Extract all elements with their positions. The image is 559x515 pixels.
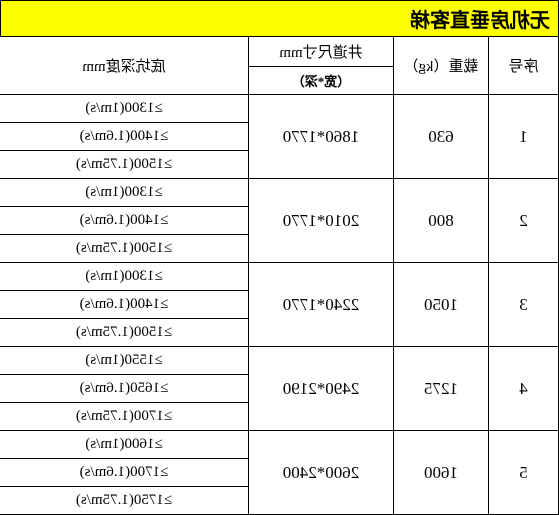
cell-size: 2490*2190 — [249, 347, 394, 431]
table-container: 无机房垂直客梯 序号 载重（kg） 井道尺寸mm 底坑深度mm （宽*深） 16… — [0, 0, 559, 500]
cell-depth: ≥1500(1.75m/s) — [0, 319, 249, 347]
cell-seq: 5 — [489, 431, 559, 515]
header-size-subtitle: （宽*深） — [249, 67, 394, 95]
cell-depth: ≥1300(1m/s) — [0, 179, 249, 207]
cell-size: 1860*1770 — [249, 95, 394, 179]
table-row: 412752490*2190≥1550(1m/s) — [0, 347, 559, 375]
cell-depth: ≥1550(1m/s) — [0, 347, 249, 375]
cell-weight: 630 — [394, 95, 489, 179]
cell-size: 2010*1770 — [249, 179, 394, 263]
cell-depth: ≥1300(1m/s) — [0, 95, 249, 123]
header-size: 井道尺寸mm — [249, 37, 394, 67]
cell-weight: 1600 — [394, 431, 489, 515]
cell-depth: ≥1300(1m/s) — [0, 263, 249, 291]
cell-weight: 800 — [394, 179, 489, 263]
cell-weight: 1050 — [394, 263, 489, 347]
table-row: 16301860*1770≥1300(1m/s) — [0, 95, 559, 123]
cell-size: 2600*2400 — [249, 431, 394, 515]
cell-size: 2240*1770 — [249, 263, 394, 347]
cell-seq: 2 — [489, 179, 559, 263]
cell-seq: 1 — [489, 95, 559, 179]
specs-table: 序号 载重（kg） 井道尺寸mm 底坑深度mm （宽*深） 16301860*1… — [0, 36, 559, 515]
cell-depth: ≥1650(1.6m/s) — [0, 375, 249, 403]
cell-depth: ≥1750(1.75m/s) — [0, 487, 249, 515]
table-row: 516002600*2400≥1600(1m/s) — [0, 431, 559, 459]
table-body: 16301860*1770≥1300(1m/s)≥1400(1.6m/s)≥15… — [0, 95, 559, 515]
cell-weight: 1275 — [394, 347, 489, 431]
header-row: 序号 载重（kg） 井道尺寸mm 底坑深度mm — [0, 37, 559, 67]
cell-seq: 4 — [489, 347, 559, 431]
cell-depth: ≥1700(1.75m/s) — [0, 403, 249, 431]
cell-depth: ≥1500(1.75m/s) — [0, 151, 249, 179]
table-row: 310502240*1770≥1300(1m/s) — [0, 263, 559, 291]
cell-depth: ≥1700(1.6m/s) — [0, 459, 249, 487]
header-weight: 载重（kg） — [394, 37, 489, 95]
header-depth: 底坑深度mm — [0, 37, 249, 95]
cell-depth: ≥1400(1.6m/s) — [0, 207, 249, 235]
title-bar: 无机房垂直客梯 — [0, 0, 559, 36]
cell-depth: ≥1400(1.6m/s) — [0, 291, 249, 319]
cell-depth: ≥1500(1.75m/s) — [0, 235, 249, 263]
header-seq: 序号 — [489, 37, 559, 95]
cell-seq: 3 — [489, 263, 559, 347]
cell-depth: ≥1600(1m/s) — [0, 431, 249, 459]
title-text: 无机房垂直客梯 — [410, 4, 550, 33]
cell-depth: ≥1400(1.6m/s) — [0, 123, 249, 151]
table-row: 28002010*1770≥1300(1m/s) — [0, 179, 559, 207]
